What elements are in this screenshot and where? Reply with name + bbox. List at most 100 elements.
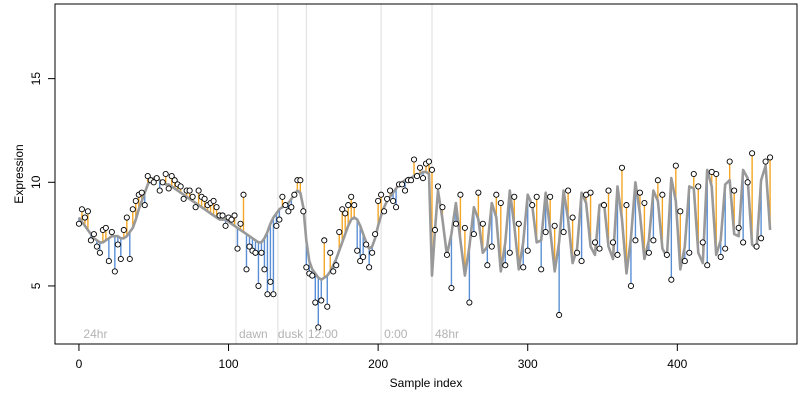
data-point-64 [267,278,274,285]
x-tick-label-2: 200 [368,357,388,371]
data-point-143 [538,266,545,273]
data-point-101 [378,191,385,198]
data-point-106 [393,204,400,211]
data-point-68 [279,193,286,200]
data-point-51 [228,216,235,223]
data-point-91 [348,193,355,200]
data-point-156 [596,245,603,252]
data-point-151 [574,249,581,256]
data-point-170 [659,191,666,198]
data-point-182 [713,170,720,178]
data-point-76 [303,264,310,271]
data-point-2 [81,214,88,221]
data-point-157 [600,202,608,209]
data-point-137 [511,193,518,200]
data-point-42 [201,195,208,202]
data-point-126 [461,224,468,231]
data-point-152 [578,258,585,265]
data-point-6 [93,243,100,250]
data-point-118 [428,166,436,173]
data-point-57 [246,243,253,250]
x-tick-label-3: 300 [518,357,538,371]
data-point-37 [186,187,193,194]
data-point-38 [189,193,196,200]
data-point-123 [448,284,455,292]
data-point-179 [699,239,706,246]
data-point-85 [330,268,337,275]
data-point-89 [342,210,349,217]
data-point-15 [120,226,127,234]
data-point-23 [144,173,151,180]
data-point-31 [168,173,175,180]
data-point-189 [744,179,751,186]
data-point-11 [108,228,115,236]
data-point-160 [614,251,621,258]
data-point-133 [493,191,500,198]
data-point-167 [645,249,652,256]
data-point-25 [150,179,157,186]
data-point-39 [192,204,199,211]
data-point-154 [587,189,594,196]
data-point-87 [336,228,343,236]
data-point-27 [156,187,163,194]
data-point-70 [285,208,292,215]
data-point-22 [141,202,148,209]
annotation-5: 48hr [435,327,459,341]
data-point-128 [470,231,477,238]
data-point-134 [497,199,504,207]
data-point-162 [623,202,630,209]
data-point-92 [351,202,358,209]
data-point-78 [309,272,316,279]
data-point-60 [255,282,262,290]
y-tick-label-1: 10 [29,175,43,189]
data-point-186 [731,187,738,194]
data-point-139 [520,264,527,271]
data-point-52 [231,212,238,219]
data-point-165 [636,189,643,196]
data-point-158 [605,187,612,194]
data-point-180 [704,262,711,269]
data-point-171 [663,251,670,258]
data-point-193 [762,158,769,165]
y-axis: 5 10 15 [29,72,56,289]
data-point-169 [654,177,661,184]
data-point-1 [78,206,85,213]
data-point-49 [222,222,229,229]
x-axis: 0 100 200 300 400 [76,343,688,371]
data-point-10 [105,258,112,265]
data-point-28 [159,179,166,186]
data-point-187 [735,224,742,231]
x-tick-label-0: 0 [76,357,83,371]
data-point-103 [384,195,391,202]
annotation-0: 24hr [83,327,107,341]
data-point-21 [138,189,145,196]
data-point-172 [668,276,675,283]
data-point-146 [551,222,558,229]
data-point-7 [96,249,103,256]
data-point-80 [315,324,322,331]
data-point-0 [75,220,82,227]
data-point-56 [243,266,250,273]
data-point-112 [410,156,418,163]
data-point-84 [327,249,334,256]
data-point-96 [363,241,370,248]
data-point-102 [381,208,388,215]
x-axis-title: Sample index [390,376,463,390]
data-point-120 [434,183,442,190]
data-point-119 [431,226,439,234]
data-point-145 [547,193,554,200]
data-point-29 [162,170,169,178]
data-point-12 [111,268,118,275]
data-point-166 [641,199,648,207]
y-tick-label-0: 5 [29,282,43,289]
data-point-97 [366,264,373,271]
data-point-184 [722,245,729,252]
data-point-93 [354,247,361,254]
data-point-74 [297,177,304,184]
data-point-190 [749,150,756,157]
data-point-71 [288,204,295,211]
data-point-194 [767,154,774,161]
data-point-63 [264,291,271,298]
data-point-59 [252,249,259,256]
data-point-163 [627,282,634,290]
